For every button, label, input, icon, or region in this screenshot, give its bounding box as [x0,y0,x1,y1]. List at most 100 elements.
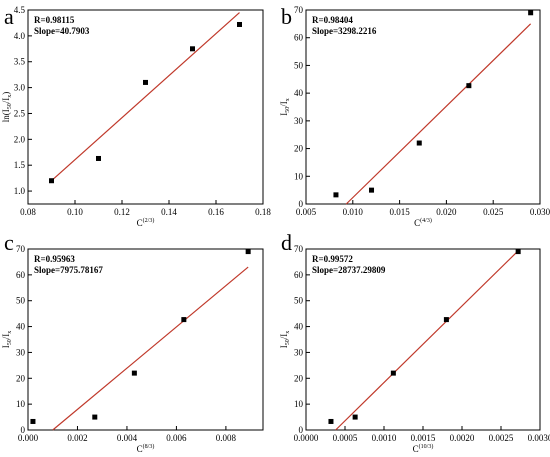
chart-panel-b: 0.005 0.010 0.015 0.020 0.025 0.030 0 10 20 30 40 5… [279,5,550,228]
y-tick-label-b: 60 [294,33,304,43]
annotation-a-slope: Slope=40.7903 [34,26,90,36]
x-tick-label-a: 0.12 [114,207,130,217]
data-point-a-4 [190,46,195,52]
x-tick-label-b: 0.005 [296,207,317,217]
data-point-c-3 [131,370,137,376]
y-tick-label-b: 20 [294,144,304,154]
y-axis-label-b: I50/Ix [279,98,291,116]
data-point-b-5 [528,10,534,16]
y-tick-label-c: 70 [16,244,26,254]
y-tick-label-c: 30 [16,347,26,357]
fit-line-a [51,12,240,182]
x-tick-label-b: 0.025 [483,207,504,217]
data-point-b-1 [333,192,339,198]
y-tick-label-c: 60 [16,270,26,280]
x-tick-label-b: 0.010 [343,207,364,217]
panel-letter-c: c [4,230,14,255]
panel-letter-b: b [281,4,292,29]
chart-panel-d: 0.0000 0.0005 0.0010 0.0015 0.0020 0.0025 0.00… [279,244,550,454]
x-tick-label-a: 0.10 [67,207,83,217]
x-tick-label-a: 0.16 [208,207,224,217]
x-tick-label-d: 0.0020 [450,433,475,443]
annotation-d-r: R=0.99572 [312,254,353,264]
fit-line-b [345,23,532,205]
x-tick-label-a: 0.18 [255,207,271,217]
annotation-b-r: R=0.98404 [312,15,353,25]
x-axis-label-c: C(8/3) [137,443,155,454]
panel-letter-a: a [4,4,14,29]
data-point-d-4 [443,317,449,323]
chart-panels: 0.08 0.10 0.12 0.14 0.16 0.18 1.0 1.5 2.0 2.5 3.0 3… [1,5,550,454]
fit-line-d [335,250,519,431]
y-tick-label-d: 10 [294,399,304,409]
data-point-c-2 [92,414,98,420]
y-tick-label-a: 2.5 [14,108,26,118]
y-tick-label-c: 20 [16,373,26,383]
y-tick-label-a: 1.0 [14,186,26,196]
data-point-c-5 [245,249,251,255]
x-tick-label-c: 0.002 [67,433,87,443]
x-axis-label-a: C(2/3) [137,217,155,228]
x-tick-label-c: 0.008 [216,433,237,443]
x-axis-label-d: C(10/3) [413,443,434,454]
annotation-c-r: R=0.95963 [34,254,75,264]
y-tick-label-d: 30 [294,347,304,357]
y-axis-label-c: I50/Ix [1,331,13,349]
x-tick-label-c: 0.006 [166,433,187,443]
y-tick-label-d: 70 [294,244,304,254]
x-tick-label-b: 0.030 [530,207,550,217]
x-tick-label-d: 0.0030 [528,433,550,443]
y-tick-label-b: 40 [294,88,304,98]
x-tick-label-d: 0.0005 [333,433,358,443]
y-tick-label-c: 10 [16,399,26,409]
x-tick-label-d: 0.0010 [372,433,397,443]
data-point-d-1 [328,418,334,424]
y-tick-label-c: 50 [16,296,26,306]
y-axis-label-a: ln(I50/Ix) [1,92,13,123]
data-point-b-4 [466,83,472,89]
annotation-d-slope: Slope=28737.29809 [312,265,386,275]
y-tick-label-d: 0 [299,425,304,435]
y-tick-label-d: 60 [294,270,304,280]
x-tick-label-d: 0.0015 [411,433,436,443]
y-tick-label-d: 40 [294,322,304,332]
data-point-d-3 [390,370,396,376]
x-tick-label-b: 0.020 [436,207,457,217]
data-point-d-2 [352,414,358,420]
x-tick-label-d: 0.0025 [489,433,514,443]
data-point-a-2 [96,155,101,161]
y-tick-label-d: 50 [294,296,304,306]
x-axis-label-b: C(4/3) [414,217,432,228]
data-point-c-4 [181,317,187,323]
y-axis-label-d: I50/Ix [279,331,291,349]
y-tick-label-b: 30 [294,116,304,126]
chart-panel-a: 0.08 0.10 0.12 0.14 0.16 0.18 1.0 1.5 2.0 2.5 3.0 3… [1,5,271,228]
data-point-b-3 [416,140,422,146]
data-point-a-5 [237,21,242,27]
x-tick-label-a: 0.14 [161,207,177,217]
y-tick-label-a: 1.5 [14,160,26,170]
x-tick-label-d: 0.0000 [294,433,319,443]
data-point-d-5 [515,249,521,255]
y-tick-label-a: 3.5 [14,57,26,67]
panel-letter-d: d [281,230,292,255]
y-tick-label-b: 70 [294,5,304,15]
y-tick-label-b: 10 [294,171,304,181]
plot-frame-b [305,9,541,205]
data-point-a-1 [49,178,54,184]
plot-frame-a [27,9,264,205]
data-point-a-3 [143,79,148,85]
chart-panel-c: 0.000 0.002 0.004 0.006 0.008 0 10 20 30 40 50 60 70… [1,244,264,454]
annotation-b-slope: Slope=3298.2216 [312,26,377,36]
plot-frame-d [305,248,541,431]
data-point-c-1 [30,418,36,424]
y-tick-label-a: 2.0 [14,134,26,144]
annotation-a-r: R=0.98115 [34,15,75,25]
x-tick-label-c: 0.000 [18,433,39,443]
y-tick-label-a: 4.0 [14,31,26,41]
y-tick-label-a: 3.0 [14,83,26,93]
annotation-c-slope: Slope=7975.78167 [34,265,103,275]
y-tick-label-a: 4.5 [14,5,26,15]
data-point-b-2 [369,187,375,193]
